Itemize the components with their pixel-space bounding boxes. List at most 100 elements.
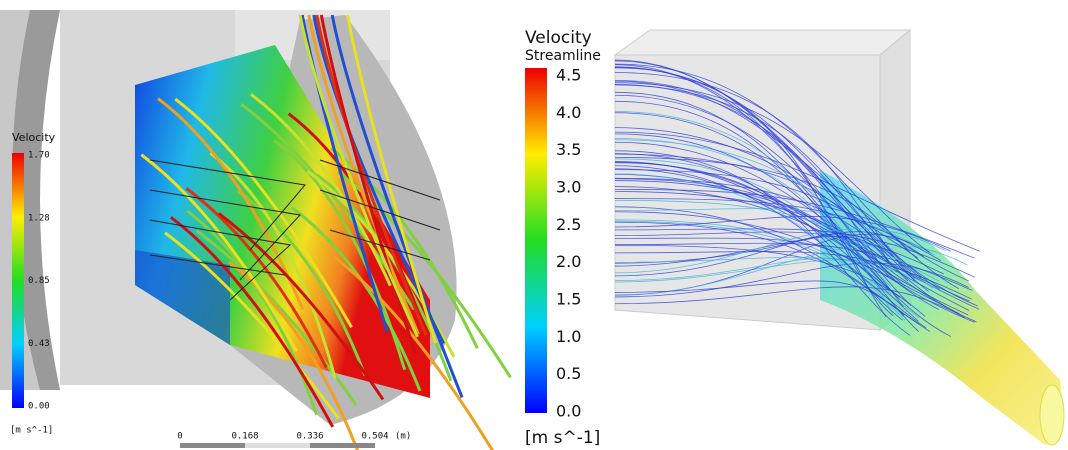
- right-render: [613, 28, 1065, 446]
- streamline: [614, 64, 912, 306]
- streamline: [614, 63, 959, 289]
- legend-tick-label: 1.5: [556, 290, 581, 309]
- legend-tick-label: 3.5: [556, 140, 581, 159]
- streamline: [164, 231, 340, 420]
- streamline: [250, 93, 392, 287]
- face-shadow: [135, 250, 230, 345]
- streamline: [300, 14, 389, 333]
- streamline: [614, 228, 946, 274]
- streamline: [614, 60, 978, 307]
- housing-edge: [12, 10, 60, 390]
- streamline: [614, 133, 919, 332]
- streamline: [319, 14, 417, 355]
- streamline: [614, 169, 919, 259]
- legend-tick-label: 0.0: [556, 402, 581, 421]
- colorbar: [12, 153, 24, 408]
- scale-tick-label: 0.504: [361, 432, 388, 442]
- streamline: [614, 157, 909, 251]
- streamline: [614, 82, 930, 253]
- streamline: [186, 209, 318, 416]
- legend-title: Velocity: [525, 28, 592, 48]
- legend-tick-label: 2.5: [556, 215, 581, 234]
- legend-tick-label: 0.85: [28, 276, 50, 286]
- legend-tick-label: 1.0: [556, 327, 581, 346]
- streamline: [614, 127, 916, 280]
- streamline: [614, 219, 920, 318]
- streamline: [169, 216, 335, 428]
- streamline: [614, 235, 890, 267]
- streamline: [237, 189, 367, 377]
- legend-tick-label: 4.0: [556, 103, 581, 122]
- legend-unit: [m s^-1]: [10, 426, 53, 436]
- streamline: [217, 212, 385, 401]
- legend-tick-label: 2.0: [556, 252, 581, 271]
- streamline: [614, 161, 919, 322]
- pipe-outlet: [1039, 384, 1065, 446]
- streamline: [174, 97, 353, 328]
- streamline: [209, 151, 337, 379]
- streamline: [614, 280, 905, 316]
- streamline: [614, 251, 972, 300]
- legend-tick-label: 1.70: [28, 151, 50, 161]
- streamline: [614, 112, 939, 310]
- streamline: [345, 14, 438, 344]
- streamline: [614, 231, 945, 275]
- legend-subtitle: Streamline: [525, 48, 601, 64]
- streamline: [614, 208, 935, 256]
- legend-tick-label: 1.28: [28, 213, 50, 223]
- streamline: [614, 211, 960, 315]
- streamline: [614, 150, 911, 336]
- streamline: [614, 173, 906, 321]
- left-render: [0, 10, 512, 450]
- streamline: [157, 97, 305, 311]
- streamlines: [140, 14, 512, 450]
- streamline: [614, 180, 904, 307]
- legend-tick-label: 0.00: [28, 402, 50, 412]
- scale-segment: [310, 443, 375, 448]
- streamline: [195, 229, 358, 407]
- streamline: [614, 242, 973, 291]
- mesh-lines: [149, 159, 441, 301]
- legend-unit: [m s^-1]: [525, 428, 600, 448]
- scale-tick-label: 0.336: [296, 432, 323, 442]
- streamline: [614, 141, 936, 302]
- streamline: [140, 153, 298, 352]
- legend-tick-label: 0.43: [28, 339, 50, 349]
- streamlines: [614, 59, 981, 337]
- streamline: [614, 72, 916, 282]
- streamline: [614, 67, 893, 316]
- streamline: [614, 286, 966, 318]
- scale-segment: [180, 443, 245, 448]
- scale-unit: (m): [395, 432, 411, 442]
- streamline: [614, 228, 976, 278]
- streamline: [614, 131, 981, 252]
- scale-bar: [180, 443, 375, 448]
- streamline: [614, 199, 940, 282]
- streamline: [614, 198, 942, 262]
- legend-tick-label: 4.5: [556, 66, 581, 85]
- scale-tick-label: 0: [177, 432, 182, 442]
- scale-tick-label: 0.168: [231, 432, 258, 442]
- streamline: [614, 80, 977, 323]
- streamline: [307, 14, 420, 335]
- streamline: [185, 187, 328, 369]
- streamline: [337, 170, 512, 379]
- streamline: [330, 14, 464, 399]
- colorbar: [525, 68, 547, 413]
- streamline: [614, 177, 912, 273]
- streamline: [227, 260, 359, 450]
- cube-top: [613, 29, 912, 56]
- streamline: [332, 255, 494, 450]
- legend-tick-label: 3.0: [556, 178, 581, 197]
- scale-segment: [245, 443, 310, 448]
- streamline: [614, 256, 955, 298]
- streamline: [614, 91, 952, 337]
- streamline: [614, 158, 892, 294]
- streamline: [614, 83, 890, 278]
- streamline: [298, 14, 419, 338]
- legend-title: Velocity: [12, 131, 56, 144]
- streamline: [614, 94, 895, 280]
- streamline: [614, 237, 891, 292]
- legend-tick-label: 0.5: [556, 364, 581, 383]
